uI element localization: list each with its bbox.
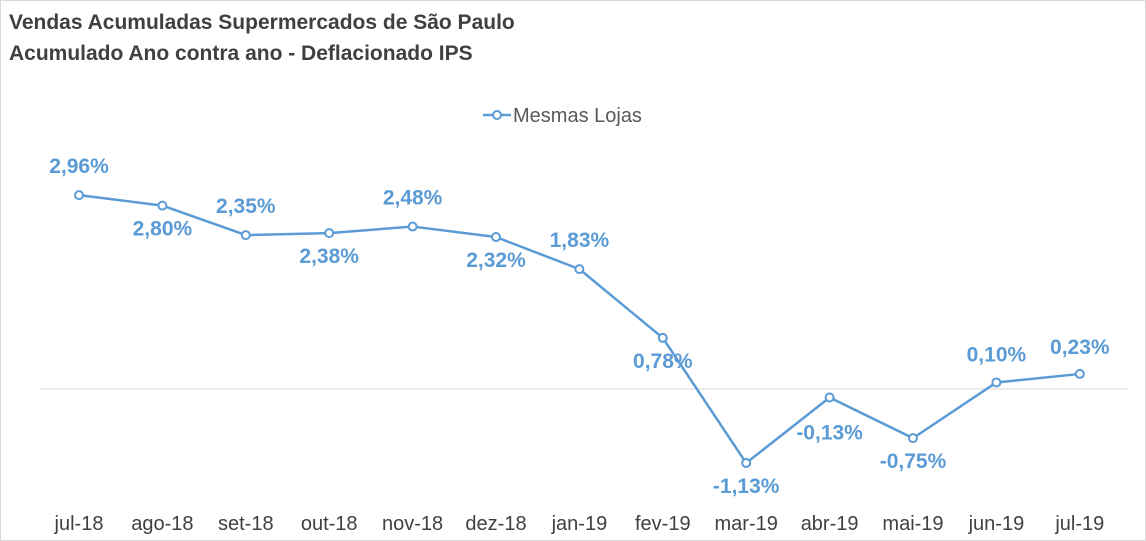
- data-point-jul-19: [1074, 368, 1085, 379]
- data-label-ago-18: 2,80%: [133, 218, 193, 241]
- data-label-jan-19: 1,83%: [550, 229, 610, 252]
- x-tick-label-ago-18: ago-18: [131, 513, 193, 535]
- data-label-fev-19: 0,78%: [633, 350, 693, 373]
- x-tick-label-fev-19: fev-19: [635, 513, 691, 535]
- data-label-nov-18: 2,48%: [383, 187, 443, 210]
- data-label-jul-18: 2,96%: [49, 155, 109, 178]
- data-label-mai-19: -0,75%: [880, 450, 947, 473]
- x-tick-label-set-18: set-18: [218, 513, 274, 535]
- x-tick-label-jan-19: jan-19: [551, 513, 608, 535]
- legend-label: Mesmas Lojas: [513, 105, 642, 127]
- data-point-fev-19: [657, 332, 668, 343]
- data-label-out-18: 2,38%: [299, 245, 359, 268]
- chart-title-block: Vendas Acumuladas Supermercados de São P…: [9, 7, 515, 69]
- markers-group: [74, 190, 1085, 469]
- data-point-abr-19: [824, 392, 835, 403]
- x-tick-label-out-18: out-18: [301, 513, 358, 535]
- chart-title: Vendas Acumuladas Supermercados de São P…: [9, 11, 515, 34]
- data-label-dez-18: 2,32%: [466, 249, 526, 272]
- data-point-nov-18: [407, 221, 418, 232]
- data-label-jul-19: 0,23%: [1050, 336, 1110, 359]
- x-tick-label-jul-18: jul-18: [54, 513, 104, 535]
- data-label-jun-19: 0,10%: [967, 343, 1027, 366]
- data-label-abr-19: -0,13%: [796, 422, 863, 445]
- data-point-set-18: [240, 230, 251, 241]
- chart-subtitle: Acumulado Ano contra ano - Deflacionado …: [9, 42, 473, 65]
- data-point-dez-18: [491, 232, 501, 243]
- data-point-out-18: [324, 228, 335, 239]
- x-tick-label-mar-19: mar-19: [715, 513, 778, 535]
- data-point-mar-19: [741, 458, 752, 469]
- x-tick-label-jun-19: jun-19: [968, 513, 1025, 535]
- data-label-set-18: 2,35%: [216, 195, 276, 218]
- data-point-jul-18: [74, 190, 84, 201]
- legend-marker-icon: [492, 110, 502, 120]
- data-point-jun-19: [991, 377, 1002, 388]
- x-tick-label-nov-18: nov-18: [382, 513, 443, 535]
- data-point-ago-18: [157, 200, 168, 211]
- legend: Mesmas Lojas: [483, 105, 642, 127]
- x-tick-label-abr-19: abr-19: [801, 513, 859, 535]
- x-tick-label-jul-19: jul-19: [1054, 513, 1104, 535]
- x-axis-tick-labels: jul-18 ago-18 set-18 out-18 nov-18 dez-18 jan-…: [54, 513, 1105, 535]
- x-tick-label-dez-18: dez-18: [465, 513, 526, 535]
- x-tick-label-mai-19: mai-19: [882, 513, 943, 535]
- data-label-mar-19: -1,13%: [713, 475, 780, 498]
- data-point-mai-19: [908, 433, 918, 444]
- data-labels-group: 2,96% 2,80% 2,35% 2,38% 2,48% 2,32% 1,83% 0,78%…: [49, 155, 1110, 498]
- data-point-jan-19: [574, 264, 585, 275]
